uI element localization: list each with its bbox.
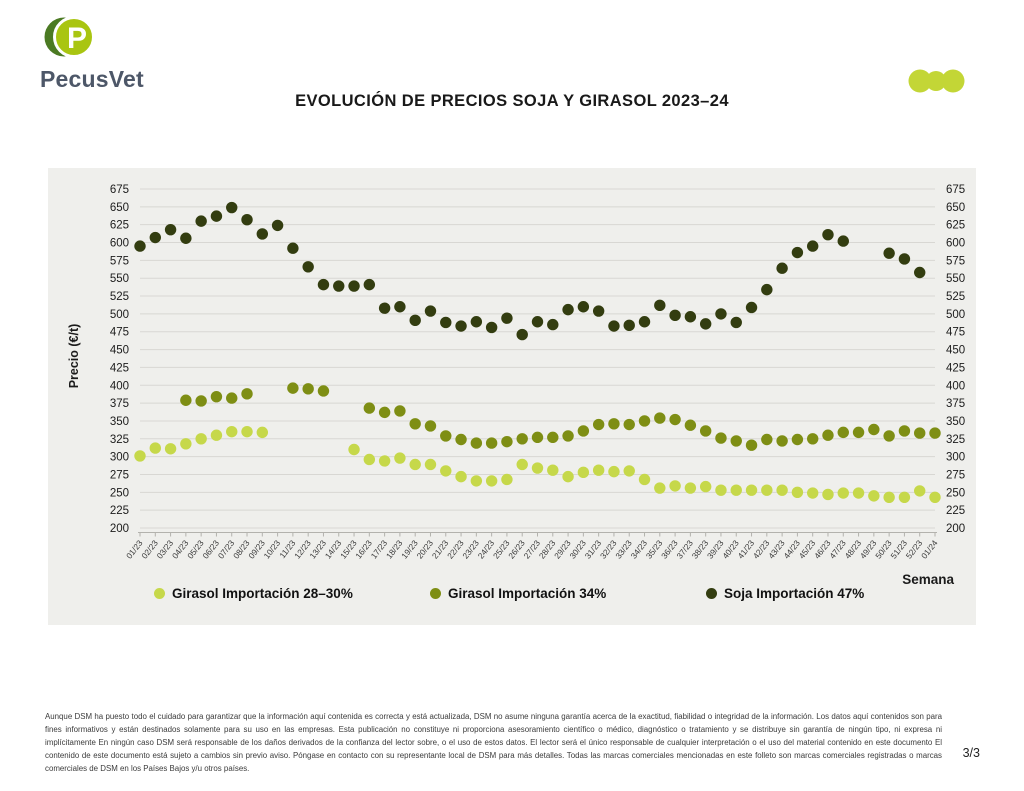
svg-text:325: 325 — [946, 434, 965, 446]
legend-label: Soja Importación 47% — [724, 586, 865, 601]
legend-item-soja-47: Soja Importación 47% — [706, 586, 864, 601]
page-number: 3/3 — [962, 746, 980, 760]
svg-text:475: 475 — [110, 327, 129, 339]
chart-legend: Girasol Importación 28–30% Girasol Impor… — [48, 586, 976, 616]
svg-text:250: 250 — [946, 487, 965, 499]
legend-label: Girasol Importación 34% — [448, 586, 607, 601]
svg-text:400: 400 — [110, 380, 129, 392]
x-axis-title: Semana — [902, 572, 954, 587]
svg-text:575: 575 — [946, 255, 965, 267]
svg-text:350: 350 — [110, 416, 129, 428]
svg-text:550: 550 — [946, 273, 965, 285]
svg-text:525: 525 — [946, 291, 965, 303]
three-dots-icon — [908, 69, 965, 93]
svg-text:500: 500 — [110, 309, 129, 321]
svg-text:525: 525 — [110, 291, 129, 303]
svg-text:675: 675 — [946, 184, 965, 196]
pecusvet-logo-icon: P — [44, 16, 95, 58]
svg-text:325: 325 — [110, 434, 129, 446]
svg-text:250: 250 — [110, 487, 129, 499]
legend-dot-girasol-28-30 — [154, 588, 165, 599]
svg-text:600: 600 — [946, 238, 965, 250]
svg-text:01/24: 01/24 — [919, 538, 940, 561]
disclaimer-text: Aunque DSM ha puesto todo el cuidado par… — [45, 712, 942, 773]
svg-text:550: 550 — [110, 273, 129, 285]
svg-text:425: 425 — [110, 362, 129, 374]
svg-text:500: 500 — [946, 309, 965, 321]
svg-text:650: 650 — [946, 202, 965, 214]
svg-text:300: 300 — [946, 452, 965, 464]
svg-text:675: 675 — [110, 184, 129, 196]
svg-text:450: 450 — [946, 345, 965, 357]
svg-text:475: 475 — [946, 327, 965, 339]
price-scatter-plot: 200 200 225 225 250 250 275 275 300 300 325 325 350 3… — [110, 184, 965, 561]
svg-text:625: 625 — [110, 220, 129, 232]
legend-dot-girasol-34 — [430, 588, 441, 599]
svg-text:375: 375 — [110, 398, 129, 410]
svg-text:10/23: 10/23 — [262, 538, 283, 561]
svg-text:450: 450 — [110, 345, 129, 357]
svg-text:375: 375 — [946, 398, 965, 410]
svg-text:425: 425 — [946, 362, 965, 374]
svg-text:225: 225 — [110, 505, 129, 517]
legend-item-girasol-28-30: Girasol Importación 28–30% — [154, 586, 353, 601]
svg-text:400: 400 — [946, 380, 965, 392]
svg-text:200: 200 — [946, 523, 965, 535]
svg-text:200: 200 — [110, 523, 129, 535]
brand-name: PecusVet — [40, 66, 144, 92]
svg-text:P: P — [67, 22, 87, 55]
legend-label: Girasol Importación 28–30% — [172, 586, 353, 601]
legend-dot-soja-47 — [706, 588, 717, 599]
svg-text:600: 600 — [110, 238, 129, 250]
svg-text:575: 575 — [110, 255, 129, 267]
legend-item-girasol-34: Girasol Importación 34% — [430, 586, 606, 601]
chart-panel: 200 200 225 225 250 250 275 275 300 300 325 325 350 3… — [48, 168, 976, 625]
y-axis-title: Precio (€/t) — [67, 323, 81, 389]
page-title: EVOLUCIÓN DE PRECIOS SOJA Y GIRASOL 2023… — [295, 92, 729, 110]
svg-text:350: 350 — [946, 416, 965, 428]
svg-text:625: 625 — [946, 220, 965, 232]
svg-text:275: 275 — [946, 469, 965, 481]
brand-logo: P PecusVet — [24, 12, 174, 93]
svg-text:300: 300 — [110, 452, 129, 464]
svg-text:225: 225 — [946, 505, 965, 517]
svg-text:650: 650 — [110, 202, 129, 214]
svg-text:275: 275 — [110, 469, 129, 481]
